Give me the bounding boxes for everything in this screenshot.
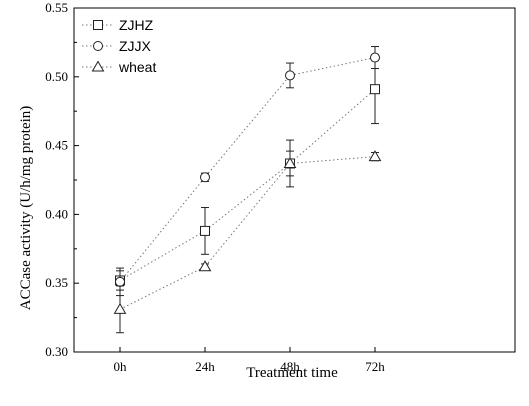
- data-point: [370, 84, 380, 95]
- x-tick-label: 72h: [365, 359, 385, 374]
- x-tick-label: 0h: [114, 359, 128, 374]
- series-wheat: [113, 150, 382, 334]
- legend-item-wheat: wheat: [82, 59, 156, 75]
- x-axis: 0h 24h 48h 72h: [114, 347, 385, 374]
- legend-item-zjjx: ZJJX: [82, 38, 152, 54]
- data-point: [115, 276, 125, 287]
- legend-label: ZJHZ: [119, 17, 154, 33]
- series-zjhz: [115, 54, 380, 291]
- y-tick-label: 0.55: [45, 0, 68, 15]
- data-point: [285, 70, 295, 81]
- legend-label: ZJJX: [119, 38, 152, 54]
- y-axis-title: ACCase activity (U/h/mg protein): [18, 106, 34, 311]
- legend-marker: [93, 20, 103, 30]
- legend-marker: [93, 41, 103, 51]
- series-line: [119, 88, 376, 281]
- x-axis-title: Treatment time: [246, 365, 338, 381]
- x-tick-label: 24h: [195, 359, 215, 374]
- y-tick-label: 0.35: [45, 275, 68, 290]
- y-tick-label: 0.40: [45, 206, 68, 221]
- data-point: [200, 172, 210, 183]
- series-line: [119, 156, 376, 310]
- legend: ZJHZ ZJJX wheat: [82, 17, 156, 75]
- y-tick-label: 0.30: [45, 344, 68, 359]
- data-point: [198, 260, 212, 272]
- data-point: [368, 150, 382, 162]
- legend-label: wheat: [118, 59, 156, 75]
- data-point: [113, 302, 127, 314]
- data-point: [200, 225, 210, 236]
- data-point: [370, 52, 380, 63]
- x-tick-label: 48h: [280, 359, 300, 374]
- series-layer: [113, 46, 382, 334]
- series-zjjx: [115, 46, 380, 297]
- legend-item-zjhz: ZJHZ: [82, 17, 154, 33]
- y-tick-label: 0.50: [45, 69, 68, 84]
- data-point: [283, 156, 297, 168]
- y-tick-label: 0.45: [45, 138, 68, 153]
- y-axis: 0.30 0.35 0.40 0.45 0.50 0.55: [45, 0, 79, 359]
- series-line: [119, 57, 376, 283]
- legend-marker: [91, 60, 105, 72]
